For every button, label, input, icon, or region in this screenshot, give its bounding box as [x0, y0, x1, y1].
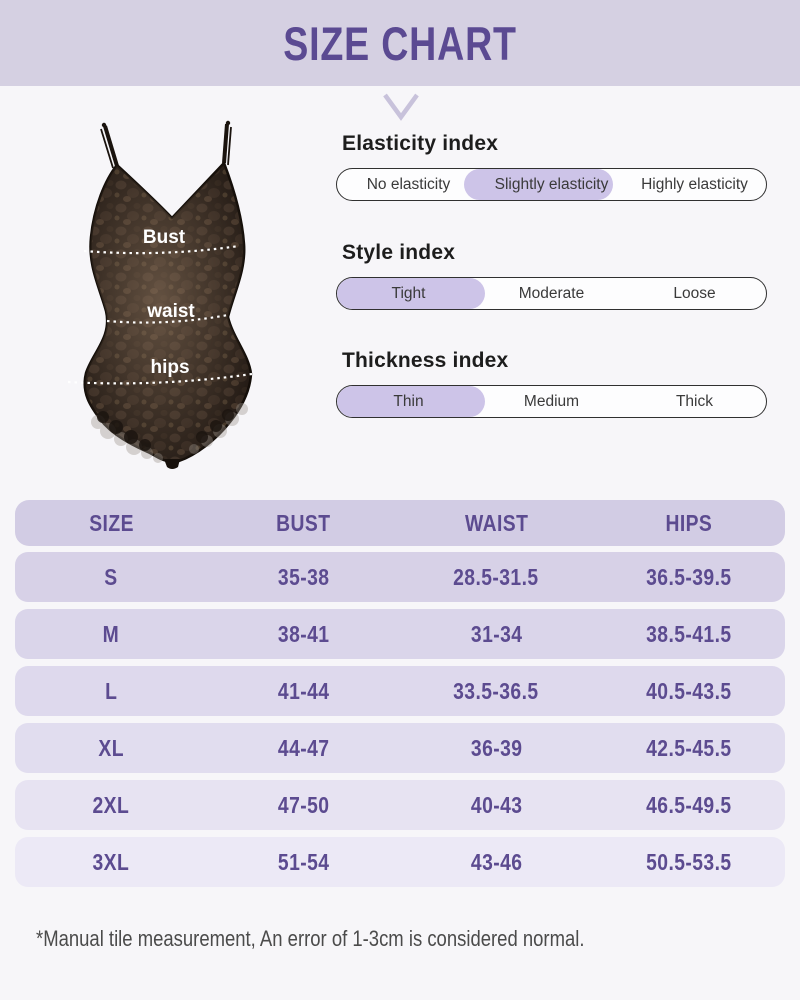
index-section-style: Style index Tight Moderate Loose [336, 241, 767, 310]
style-option-loose[interactable]: Loose [673, 284, 716, 302]
cell-waist: 31-34 [470, 620, 522, 647]
cell-waist: 36-39 [470, 734, 522, 761]
hips-measure-line [67, 372, 253, 385]
thickness-selected-highlight [337, 386, 486, 417]
measure-label-waist: waist [146, 301, 195, 322]
waist-measure-line [106, 313, 229, 324]
elasticity-selected-highlight [463, 169, 613, 200]
table-row-2xl: 2XL 47-50 40-43 46.5-49.5 [15, 780, 785, 830]
cell-size: XL [98, 734, 125, 761]
style-option-tight[interactable]: Tight [391, 284, 426, 302]
style-index-title: Style index [342, 241, 456, 264]
bodysuit-body [83, 161, 253, 469]
header-cell-size: SIZE [88, 509, 134, 536]
cell-size: L [105, 677, 118, 704]
table-row-xl: XL 44-47 36-39 42.5-45.5 [15, 723, 785, 773]
cell-hips: 38.5-41.5 [646, 620, 732, 647]
elasticity-option-highly[interactable]: Highly elasticity [641, 175, 748, 193]
cell-bust: 41-44 [277, 677, 330, 704]
measure-label-bust: Bust [143, 227, 186, 248]
cell-hips: 50.5-53.5 [646, 848, 732, 875]
cell-waist: 28.5-31.5 [453, 563, 539, 590]
cell-hips: 42.5-45.5 [646, 734, 732, 761]
elasticity-option-none[interactable]: No elasticity [366, 175, 451, 193]
strap-lines [100, 120, 232, 169]
cell-size: S [104, 563, 118, 590]
index-section-thickness: Thickness index Thin Medium Thick [336, 349, 767, 418]
header-cell-waist: WAIST [464, 509, 528, 536]
header-cell-bust: BUST [276, 509, 331, 536]
cell-waist: 33.5-36.5 [453, 677, 539, 704]
bust-measure-line [83, 244, 240, 255]
size-table-header: SIZE BUST WAIST HIPS [15, 500, 785, 546]
cell-bust: 44-47 [277, 734, 330, 761]
elasticity-option-slightly[interactable]: Slightly elasticity [494, 175, 609, 193]
product-image: Bust waist hips [60, 110, 320, 470]
thickness-option-thin[interactable]: Thin [393, 392, 424, 410]
cell-hips: 40.5-43.5 [646, 677, 732, 704]
chevron-down-icon [383, 93, 419, 121]
thickness-option-thick[interactable]: Thick [675, 392, 714, 410]
thickness-option-medium[interactable]: Medium [523, 392, 580, 410]
bodysuit-illustration: Bust waist hips [67, 120, 253, 469]
thickness-index-title: Thickness index [342, 349, 509, 372]
table-row-m: M 38-41 31-34 38.5-41.5 [15, 609, 785, 659]
table-row-l: L 41-44 33.5-36.5 40.5-43.5 [15, 666, 785, 716]
header-banner: SIZE CHART [0, 0, 800, 86]
size-table: SIZE BUST WAIST HIPS S 35-38 28.5-31.5 3… [15, 500, 785, 894]
cell-size: M [102, 620, 120, 647]
cell-bust: 51-54 [277, 848, 330, 875]
cell-hips: 36.5-39.5 [646, 563, 732, 590]
cell-waist: 40-43 [470, 791, 522, 818]
measure-label-hips: hips [150, 357, 189, 378]
table-row-s: S 35-38 28.5-31.5 36.5-39.5 [15, 552, 785, 602]
elasticity-index-title: Elasticity index [342, 132, 499, 155]
cell-waist: 43-46 [470, 848, 522, 875]
style-option-moderate[interactable]: Moderate [518, 284, 585, 302]
index-section-elasticity: Elasticity index No elasticity Slightly … [336, 132, 767, 201]
cell-bust: 47-50 [277, 791, 330, 818]
header-cell-hips: HIPS [665, 509, 713, 536]
measurement-disclaimer: *Manual tile measurement, An error of 1-… [36, 926, 585, 951]
table-row-3xl: 3XL 51-54 43-46 50.5-53.5 [15, 837, 785, 887]
cell-hips: 46.5-49.5 [646, 791, 732, 818]
cell-bust: 38-41 [277, 620, 330, 647]
thickness-index-scale: Thin Medium Thick [336, 385, 767, 418]
page-title: SIZE CHART [283, 16, 517, 70]
style-index-scale: Tight Moderate Loose [336, 277, 767, 310]
cell-bust: 35-38 [277, 563, 330, 590]
cell-size: 2XL [92, 791, 130, 818]
style-selected-highlight [337, 278, 486, 309]
cell-size: 3XL [92, 848, 130, 875]
elasticity-index-scale: No elasticity Slightly elasticity Highly… [336, 168, 767, 201]
